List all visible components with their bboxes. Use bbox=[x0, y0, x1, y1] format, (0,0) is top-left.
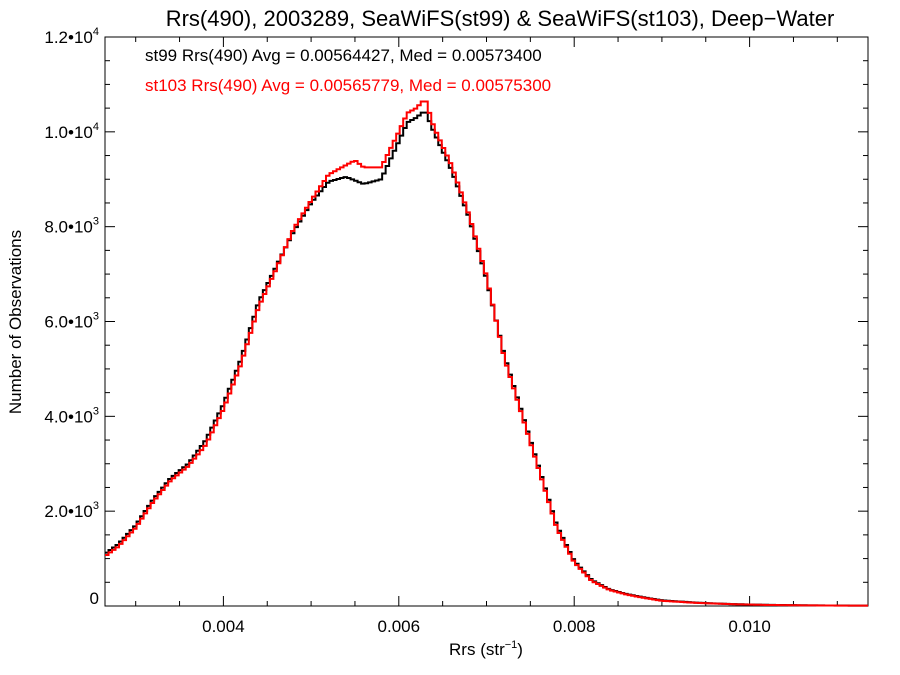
chart-title: Rrs(490), 2003289, SeaWiFS(st99) & SeaWi… bbox=[166, 6, 835, 31]
y-tick-label: 0 bbox=[90, 589, 99, 608]
x-axis-label-main: Rrs (str bbox=[449, 640, 505, 659]
annotation-st99: st99 Rrs(490) Avg = 0.00564427, Med = 0.… bbox=[145, 46, 542, 65]
y-tick-label: 6.0•103 bbox=[44, 311, 99, 332]
series-layer bbox=[105, 100, 868, 607]
y-axis-label: Number of Observations bbox=[6, 230, 25, 414]
y-tick-label: 2.0•103 bbox=[44, 500, 99, 521]
x-tick-label: 0.008 bbox=[553, 617, 596, 636]
x-tick-label: 0.004 bbox=[202, 617, 245, 636]
y-tick-label: 4.0•103 bbox=[44, 405, 99, 426]
series-st99-line bbox=[105, 111, 868, 607]
series-st103-line bbox=[105, 100, 868, 607]
x-tick-label: 0.006 bbox=[378, 617, 421, 636]
x-axis-label-end: ) bbox=[517, 640, 523, 659]
y-tick-label: 8.0•103 bbox=[44, 216, 99, 237]
plot-frame bbox=[104, 36, 869, 607]
axis-ticks: 0.004 0.006 0.008 0.010 0 2.0•103 4.0•103 6.0•1… bbox=[44, 26, 868, 636]
y-tick-label: 1.0•104 bbox=[44, 121, 99, 142]
x-tick-label: 0.010 bbox=[728, 617, 771, 636]
y-tick-label: 1.2•104 bbox=[44, 26, 99, 47]
x-axis-label: Rrs (str−1) bbox=[449, 639, 523, 659]
annotation-st103: st103 Rrs(490) Avg = 0.00565779, Med = 0… bbox=[145, 76, 551, 95]
x-axis-label-sup: −1 bbox=[505, 639, 518, 651]
